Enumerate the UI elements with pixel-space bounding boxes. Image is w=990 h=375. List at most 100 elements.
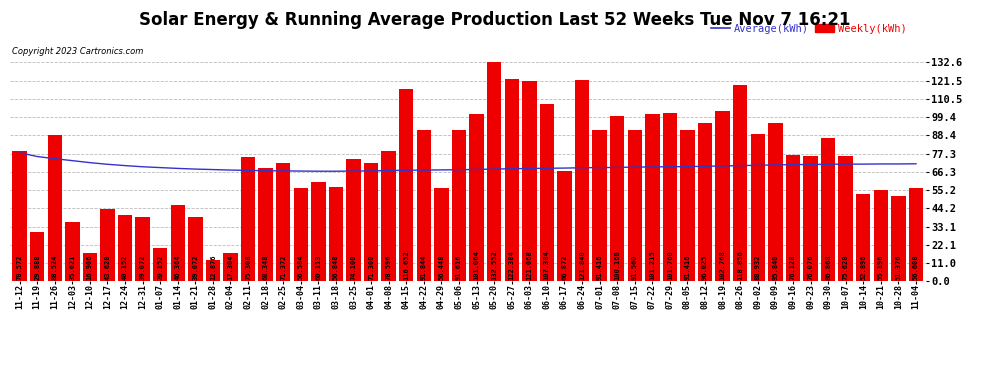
Text: 78.572: 78.572 <box>17 254 23 280</box>
Bar <box>258 168 273 281</box>
Bar <box>839 156 852 281</box>
Bar <box>786 156 800 281</box>
Text: 91.416: 91.416 <box>597 254 603 280</box>
Text: 132.552: 132.552 <box>491 250 497 280</box>
Text: 88.932: 88.932 <box>754 254 760 280</box>
Text: 76.076: 76.076 <box>808 254 814 280</box>
Text: 43.628: 43.628 <box>105 254 111 280</box>
Bar <box>891 196 906 281</box>
Bar <box>206 260 220 281</box>
Text: 91.560: 91.560 <box>632 254 638 280</box>
Text: 74.100: 74.100 <box>350 254 356 280</box>
Bar <box>276 164 290 281</box>
Bar <box>364 164 378 281</box>
Text: 51.376: 51.376 <box>895 254 902 280</box>
Bar <box>856 194 870 281</box>
Text: 101.215: 101.215 <box>649 250 655 280</box>
Text: 39.072: 39.072 <box>140 254 146 280</box>
Text: 66.872: 66.872 <box>561 254 567 280</box>
Text: 71.300: 71.300 <box>368 254 374 280</box>
Text: 122.384: 122.384 <box>509 250 515 280</box>
Bar <box>311 182 326 281</box>
Text: 40.152: 40.152 <box>122 254 128 280</box>
Bar <box>346 159 360 281</box>
Bar <box>698 123 712 281</box>
Text: 116.652: 116.652 <box>403 250 409 280</box>
Bar <box>153 248 167 281</box>
Bar <box>873 190 888 281</box>
Bar <box>12 152 27 281</box>
Bar <box>750 134 765 281</box>
Text: 101.064: 101.064 <box>473 250 479 280</box>
Text: 56.448: 56.448 <box>439 254 445 280</box>
Bar <box>381 152 396 281</box>
Text: 20.152: 20.152 <box>157 254 163 280</box>
Text: Copyright 2023 Cartronics.com: Copyright 2023 Cartronics.com <box>12 47 144 56</box>
Text: Solar Energy & Running Average Production Last 52 Weeks Tue Nov 7 16:21: Solar Energy & Running Average Productio… <box>140 11 850 29</box>
Bar <box>241 157 255 281</box>
Bar <box>65 222 79 281</box>
Text: 75.628: 75.628 <box>842 254 848 280</box>
Text: 101.760: 101.760 <box>667 250 673 280</box>
Text: 56.584: 56.584 <box>298 254 304 280</box>
Bar <box>716 111 730 281</box>
Text: 121.840: 121.840 <box>579 250 585 280</box>
Text: 102.768: 102.768 <box>720 250 726 280</box>
Bar <box>505 79 519 281</box>
Bar <box>645 114 659 281</box>
Legend: Average(kWh), Weekly(kWh): Average(kWh), Weekly(kWh) <box>707 20 911 38</box>
Text: 35.621: 35.621 <box>69 254 75 280</box>
Bar <box>224 253 238 281</box>
Bar <box>399 88 414 281</box>
Bar <box>522 81 537 281</box>
Text: 17.304: 17.304 <box>228 254 234 280</box>
Text: 16.906: 16.906 <box>87 254 93 280</box>
Bar <box>909 188 924 281</box>
Bar <box>557 171 571 281</box>
Bar <box>83 254 97 281</box>
Bar <box>100 209 115 281</box>
Bar <box>451 130 466 281</box>
Bar <box>136 217 149 281</box>
Bar <box>329 188 344 281</box>
Text: 56.848: 56.848 <box>333 254 339 280</box>
Bar <box>768 123 782 281</box>
Text: 39.072: 39.072 <box>192 254 198 280</box>
Bar <box>592 130 607 281</box>
Bar <box>610 116 625 281</box>
Text: 95.840: 95.840 <box>772 254 778 280</box>
Bar <box>803 156 818 281</box>
Text: 86.868: 86.868 <box>825 254 831 280</box>
Text: 46.364: 46.364 <box>175 254 181 280</box>
Text: 71.372: 71.372 <box>280 254 286 280</box>
Bar <box>417 129 431 281</box>
Text: 91.844: 91.844 <box>421 254 427 280</box>
Text: 118.856: 118.856 <box>738 250 743 280</box>
Text: 12.876: 12.876 <box>210 254 216 280</box>
Text: 76.128: 76.128 <box>790 254 796 280</box>
Bar <box>48 135 62 281</box>
Bar <box>733 85 747 281</box>
Bar <box>435 188 448 281</box>
Text: 56.608: 56.608 <box>913 254 919 280</box>
Bar <box>628 130 642 281</box>
Bar <box>821 138 836 281</box>
Bar <box>487 62 501 281</box>
Text: 75.308: 75.308 <box>246 254 251 280</box>
Bar <box>469 114 484 281</box>
Text: 55.196: 55.196 <box>878 254 884 280</box>
Bar <box>118 215 133 281</box>
Text: 88.524: 88.524 <box>51 254 57 280</box>
Text: 96.025: 96.025 <box>702 254 708 280</box>
Bar <box>188 217 203 281</box>
Text: 60.113: 60.113 <box>316 254 322 280</box>
Bar <box>680 130 695 281</box>
Bar <box>170 205 185 281</box>
Text: 100.160: 100.160 <box>614 250 620 280</box>
Text: 121.068: 121.068 <box>527 250 533 280</box>
Bar <box>540 104 554 281</box>
Text: 107.384: 107.384 <box>544 250 549 280</box>
Bar <box>30 232 45 281</box>
Text: 91.416: 91.416 <box>684 254 690 280</box>
Text: 52.896: 52.896 <box>860 254 866 280</box>
